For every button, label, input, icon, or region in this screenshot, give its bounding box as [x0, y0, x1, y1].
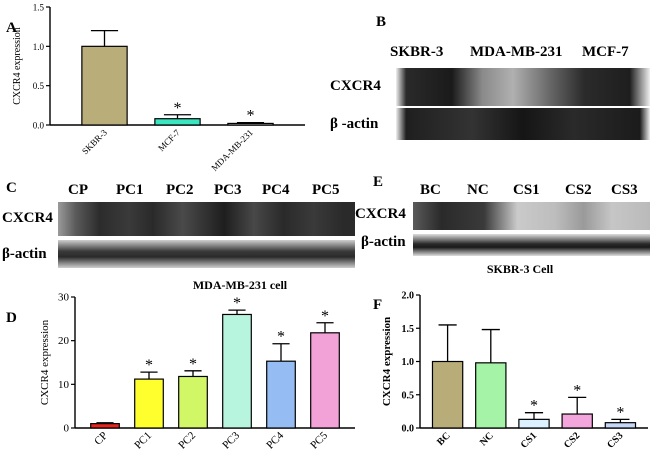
chart-d-ytick-label-0: 0: [64, 423, 70, 435]
chart-d-ytick-label-3: 30: [58, 292, 70, 304]
blot-e-lane-1: NC: [467, 182, 489, 198]
chart-a-bar-MDA-MB-231: [227, 122, 274, 126]
blot-e-lane-4: CS3: [611, 182, 638, 198]
panel-label-f: F: [373, 297, 383, 313]
chart-f-xtick-label-1: NC: [478, 430, 496, 448]
chart-d-title: MDA-MB-231 cell: [193, 278, 288, 292]
blot-b-lane-0: SKBR-3: [390, 44, 444, 60]
blot-c-lane-5: PC5: [312, 182, 340, 198]
chart-a-ytick-label-0: 0.0: [33, 121, 45, 131]
chart-a-xtick-label-2: MDA-MB-231: [209, 127, 255, 173]
blot-e-lane-3: CS2: [565, 182, 592, 198]
blot-c-lane-3: PC3: [214, 182, 242, 198]
blot-c-cxcr4-band: [58, 202, 355, 236]
blot-c-actin-band: [58, 240, 355, 268]
chart-f-xtick-label-4: CS3: [605, 430, 625, 450]
chart-f-ylabel: CXCR4 expression: [381, 317, 393, 406]
blot-b-actin-band: [396, 108, 650, 140]
chart-a: 0.0 0.5 1.0 1.5 CXCR4 expression SKBR-3 * MCF-7…: [12, 3, 305, 173]
chart-d-ylabel: CXCR4 expression: [39, 319, 51, 405]
chart-d-bar-CP: [90, 423, 120, 429]
chart-d: 0 10 20 30 CXCR4 expression MDA-MB-231 cell CP…: [39, 278, 355, 452]
chart-f-bar-BC: [431, 360, 464, 429]
blot-e-row-actin: β-actin: [361, 234, 406, 250]
blot-e-lane-2: CS1: [513, 182, 540, 198]
chart-f-ytick-label-2: 1.0: [402, 357, 415, 368]
chart-d-bar-PC1: [134, 378, 164, 429]
blot-e-actin-band: [413, 234, 650, 256]
chart-a-ytick-label-3: 1.5: [33, 3, 45, 13]
chart-a-sig-1: *: [174, 100, 182, 117]
panel-label-b: B: [376, 14, 387, 30]
chart-f-bar-NC: [475, 362, 507, 429]
chart-f-ytick-label-4: 2.0: [402, 291, 415, 302]
blot-b-lane-2: MCF-7: [582, 44, 629, 60]
chart-a-sig-2: *: [247, 108, 255, 125]
chart-d-sig-1: *: [145, 357, 153, 374]
chart-f-title: SKBR-3 Cell: [487, 265, 554, 276]
chart-f-sig-4: *: [616, 404, 624, 421]
blot-c-lane-1: PC1: [116, 182, 144, 198]
chart-f-bar-CS3: [604, 422, 637, 429]
panel-label-c: C: [6, 180, 17, 196]
chart-a-bar-MCF-7: [154, 118, 201, 126]
chart-a-xtick-label-1: MCF-7: [156, 127, 182, 153]
chart-a-ytick-label-1: 0.5: [33, 81, 45, 91]
chart-f-ytick-label-0: 0.0: [402, 424, 415, 435]
chart-d-xtick-label-4: PC4: [264, 429, 286, 451]
chart-f-sig-2: *: [530, 398, 538, 415]
blot-c-row-cxcr4: CXCR4: [2, 210, 53, 226]
chart-d-bar-PC4: [266, 360, 296, 429]
chart-d-bar-PC3: [222, 313, 252, 429]
blot-c-lane-2: PC2: [166, 182, 194, 198]
chart-d-xtick-label-2: PC2: [176, 430, 198, 452]
blot-panel-b: SKBR-3 MDA-MB-231 MCF-7 CXCR4 β -actin: [330, 40, 650, 155]
chart-f-ytick-label-3: 1.5: [402, 324, 415, 335]
chart-f-xtick-label-2: CS1: [519, 430, 539, 450]
blot-b-row-cxcr4: CXCR4: [330, 78, 381, 94]
blot-c-row-actin: β-actin: [2, 246, 47, 262]
chart-f-xtick-label-3: CS2: [562, 430, 582, 450]
blot-c-lane-4: PC4: [262, 182, 290, 198]
chart-d-ytick-label-2: 20: [58, 335, 70, 347]
chart-d-sig-4: *: [277, 329, 285, 346]
chart-f-sig-3: *: [573, 382, 581, 399]
chart-d-xtick-label-0: CP: [92, 430, 110, 448]
blot-b-row-actin: β -actin: [330, 116, 379, 132]
chart-d-sig-3: *: [233, 295, 241, 312]
chart-a-bar-SKBR-3: [81, 45, 128, 126]
blot-b-cxcr4-band: [396, 68, 650, 106]
blot-c-lane-0: CP: [68, 182, 88, 198]
panel-label-a: A: [6, 20, 17, 36]
chart-d-xtick-label-5: PC5: [308, 429, 330, 451]
chart-a-ylabel: CXCR4 expression: [12, 27, 23, 105]
blot-e-lane-0: BC: [420, 182, 441, 198]
chart-f-bar-CS2: [561, 413, 593, 429]
chart-d-xtick-label-1: PC1: [132, 430, 154, 452]
panel-label-d: D: [6, 310, 17, 326]
chart-d-bar-PC2: [178, 375, 208, 429]
chart-d-bar-PC5: [310, 332, 340, 429]
chart-d-sig-2: *: [189, 356, 197, 373]
chart-d-xtick-label-3: PC3: [220, 429, 242, 451]
blot-e-cxcr4-band: [413, 202, 650, 230]
blot-b-lane-1: MDA-MB-231: [470, 44, 563, 60]
chart-a-ytick-label-2: 1.0: [33, 42, 45, 52]
chart-d-sig-5: *: [321, 308, 329, 325]
blot-panel-c: CP PC1 PC2 PC3 PC4 PC5 CXCR4 β-actin: [0, 178, 355, 273]
blot-e-row-cxcr4: CXCR4: [355, 206, 406, 222]
blot-panel-e: BC NC CS1 CS2 CS3 CXCR4 β-actin: [355, 178, 650, 258]
chart-f: 0.0 0.5 1.0 1.5 2.0 CXCR4 expression SKBR-3 Ce…: [381, 265, 648, 451]
chart-f-bar-CS1: [518, 418, 550, 429]
chart-a-xtick-label-0: SKBR-3: [80, 127, 109, 156]
chart-d-ytick-label-1: 10: [58, 379, 70, 391]
chart-f-ytick-label-1: 0.5: [402, 390, 415, 401]
panel-label-e: E: [373, 174, 384, 190]
chart-f-xtick-label-0: BC: [435, 430, 453, 448]
